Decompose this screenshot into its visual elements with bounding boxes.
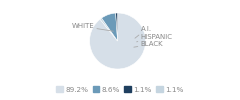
- Text: A.I.: A.I.: [135, 26, 152, 38]
- Text: WHITE: WHITE: [72, 23, 113, 31]
- Wedge shape: [90, 13, 146, 69]
- Wedge shape: [100, 18, 118, 41]
- Text: BLACK: BLACK: [134, 41, 163, 47]
- Wedge shape: [116, 13, 118, 41]
- Legend: 89.2%, 8.6%, 1.1%, 1.1%: 89.2%, 8.6%, 1.1%, 1.1%: [54, 83, 186, 95]
- Wedge shape: [102, 13, 118, 41]
- Text: HISPANIC: HISPANIC: [137, 34, 173, 42]
